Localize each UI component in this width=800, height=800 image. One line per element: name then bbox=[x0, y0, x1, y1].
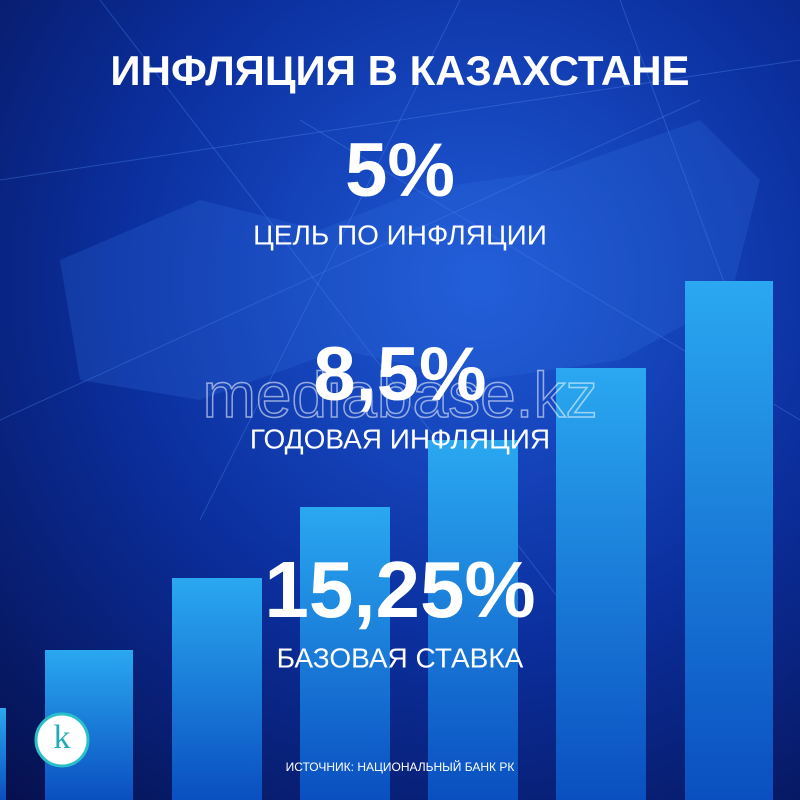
stat-value: 5% bbox=[345, 128, 455, 213]
watermark: mediabase.kz bbox=[203, 359, 598, 431]
network-lines bbox=[0, 0, 800, 601]
stat-value: 8,5% bbox=[313, 332, 486, 417]
source: ИСТОЧНИК: НАЦИОНАЛЬНЫЙ БАНК РК bbox=[286, 759, 515, 774]
map-shape bbox=[60, 120, 760, 400]
logo bbox=[34, 712, 90, 768]
stat-label: ГОДОВАЯ ИНФЛЯЦИЯ bbox=[250, 423, 550, 454]
stat-value: 15,25% bbox=[264, 545, 535, 634]
stat-label: БАЗОВАЯ СТАВКА bbox=[277, 642, 524, 673]
logo-letter: k bbox=[54, 719, 71, 756]
stat-label: ЦЕЛЬ ПО ИНФЛЯЦИИ bbox=[253, 219, 547, 250]
title: ИНФЛЯЦИЯ В КАЗАХСТАНЕ bbox=[110, 47, 689, 94]
